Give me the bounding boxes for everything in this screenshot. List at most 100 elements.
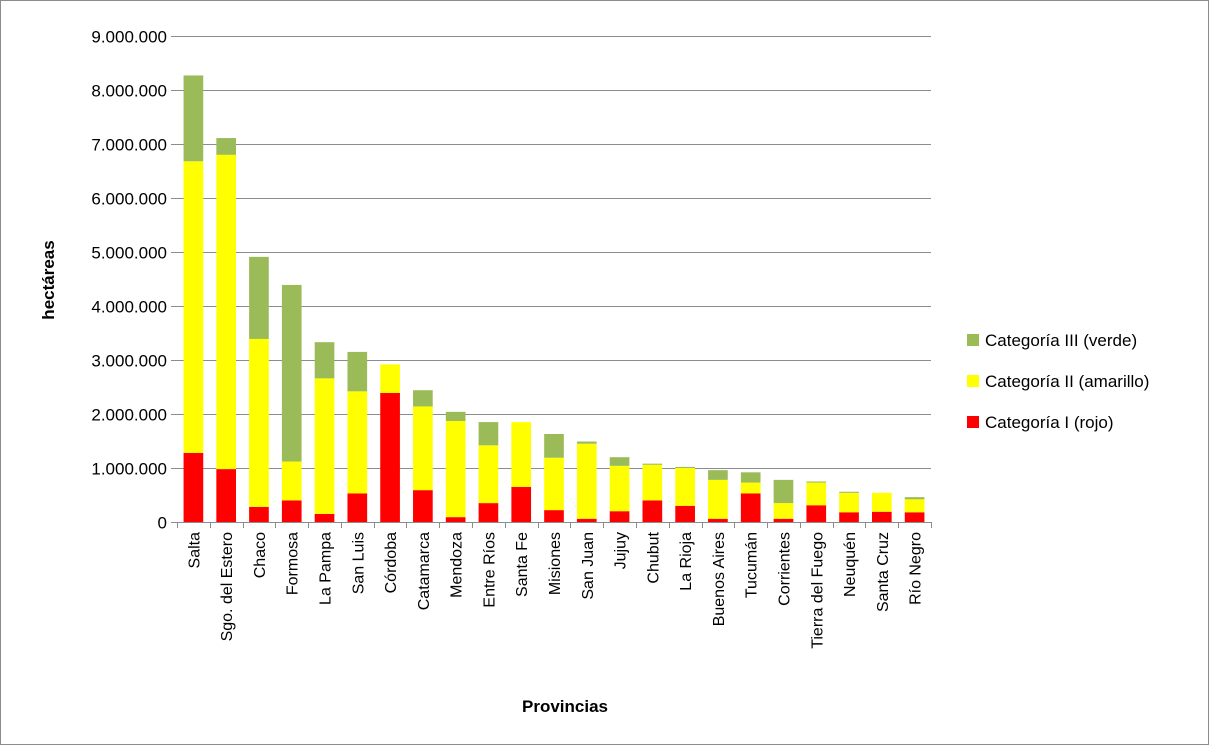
bar-segment [314, 378, 335, 514]
y-tick-label: 0 [158, 514, 167, 533]
legend-label: Categoría I (rojo) [985, 413, 1114, 432]
bar-segment [708, 470, 728, 480]
bar-segment [806, 505, 827, 522]
x-tick-label: Córdoba [383, 532, 400, 593]
bar-segment [314, 342, 335, 379]
y-tick-label: 8.000.000 [91, 82, 167, 101]
bar-segment [642, 463, 663, 465]
y-tick-label: 4.000.000 [91, 298, 167, 317]
y-axis-ticks: 0 1.000.000 2.000.000 3.000.000 4.000.000 5.0… [91, 28, 177, 533]
bar-segment [740, 482, 761, 494]
bar-segment [314, 513, 335, 522]
x-tick-label: Formosa [285, 532, 302, 595]
bar-segment [413, 406, 433, 491]
x-tick-label: La Rioja [678, 532, 695, 591]
x-tick-label: Corrientes [776, 532, 793, 606]
x-tick-label: San Luis [350, 532, 367, 594]
bar-segment [773, 518, 794, 522]
x-tick-label: Neuquén [842, 532, 859, 597]
bar-segment [609, 457, 630, 466]
x-axis-title: Provincias [522, 697, 608, 716]
y-tick-label: 9.000.000 [91, 28, 167, 47]
bar-segment [544, 510, 564, 522]
bar-segment [249, 256, 269, 339]
bar-segment [773, 479, 794, 504]
legend: Categoría III (verde) Categoría II (amari… [967, 331, 1149, 432]
x-tick-label: Santa Fe [514, 532, 531, 597]
bar-segment [413, 390, 433, 407]
x-tick-label: Tierra del Fuego [809, 532, 826, 649]
bar-segment [839, 512, 859, 522]
x-tick-label: Entre Ríos [481, 532, 498, 608]
bar-segment [773, 503, 794, 519]
bar-segment [642, 500, 663, 522]
y-tick-label: 3.000.000 [91, 352, 167, 371]
bar-segment [576, 443, 597, 519]
bar-segment [609, 511, 630, 522]
bar-segment [544, 457, 564, 511]
x-tick-label: Chubut [645, 531, 662, 583]
bar-segment [871, 492, 892, 512]
bar-segment [281, 284, 302, 462]
y-tick-label: 7.000.000 [91, 136, 167, 155]
bar-segment [445, 517, 466, 522]
legend-swatch [967, 334, 979, 346]
bar-segment [347, 351, 368, 392]
bar-segment [609, 465, 630, 512]
bars [183, 75, 925, 522]
bar-segment [839, 491, 859, 493]
bar-segment [675, 466, 695, 468]
x-tick-label: Río Negro [908, 532, 925, 605]
bar-segment [183, 75, 204, 162]
bar-segment [708, 479, 728, 519]
legend-swatch [967, 375, 979, 387]
x-tick-label: Sgo. del Estero [219, 532, 236, 642]
legend-label: Categoría II (amarillo) [985, 372, 1149, 391]
bar-segment [478, 503, 499, 522]
bar-segment [675, 468, 695, 506]
bar-segment [281, 500, 302, 522]
bar-segment [904, 499, 925, 513]
bar-segment [478, 445, 499, 504]
bar-segment [806, 481, 827, 483]
bar-segment [576, 518, 597, 522]
bar-segment [380, 392, 400, 522]
bar-segment [281, 461, 302, 501]
bar-segment [380, 364, 400, 393]
bar-segment [871, 511, 892, 522]
legend-swatch [967, 416, 979, 428]
gridlines [177, 36, 931, 469]
bar-segment [806, 482, 827, 506]
bar-segment [708, 518, 728, 522]
bar-segment [904, 497, 925, 500]
bar-segment [445, 421, 466, 518]
bar-segment [511, 486, 532, 522]
bar-segment [511, 422, 532, 487]
x-tick-label: Salta [186, 532, 203, 569]
bar-segment [904, 512, 925, 522]
x-tick-label: Mendoza [449, 532, 466, 598]
bar-segment [347, 391, 368, 494]
bar-segment [478, 422, 499, 446]
x-axis-ticks: Salta Sgo. del Estero Chaco Formosa La Pampa… [177, 522, 932, 649]
x-tick-label: Tucumán [744, 532, 761, 598]
y-tick-label: 2.000.000 [91, 406, 167, 425]
y-axis-title: hectáreas [39, 240, 58, 319]
bar-segment [544, 433, 564, 458]
bar-segment [642, 464, 663, 501]
y-tick-label: 5.000.000 [91, 244, 167, 263]
legend-label: Categoría III (verde) [985, 331, 1137, 350]
bar-segment [675, 505, 695, 522]
bar-segment [839, 492, 859, 513]
x-tick-label: Catamarca [416, 532, 433, 610]
bar-segment [413, 490, 433, 522]
bar-segment [216, 469, 237, 522]
bar-segment [183, 452, 204, 522]
bar-segment [347, 493, 368, 522]
x-tick-label: Misiones [547, 532, 564, 595]
bar-segment [576, 441, 597, 444]
y-tick-label: 6.000.000 [91, 190, 167, 209]
y-tick-label: 1.000.000 [91, 460, 167, 479]
x-tick-label: La Pampa [318, 532, 335, 605]
